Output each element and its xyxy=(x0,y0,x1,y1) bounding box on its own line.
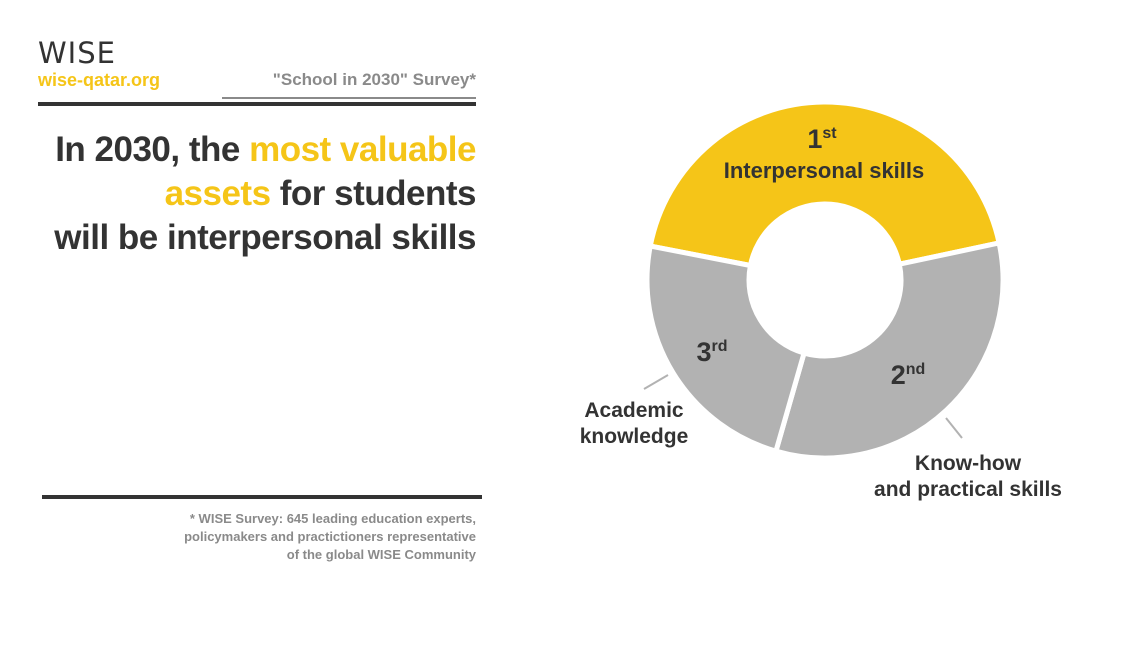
slice-2-leader-line xyxy=(945,417,963,439)
headline: In 2030, the most valuable assets for st… xyxy=(30,128,476,260)
footnote-line-2: policymakers and practictioners represen… xyxy=(184,529,476,544)
slice-3-leader-line xyxy=(643,374,669,390)
headline-highlight-1: most valuable xyxy=(249,130,476,169)
headline-line-2: assets for students xyxy=(164,174,477,213)
headline-line-1: In 2030, the most valuable xyxy=(55,130,476,169)
slice-3-label-line-1: Academic xyxy=(584,399,684,422)
slice-1-label-line-1: Interpersonal skills xyxy=(724,158,925,183)
slice-1 xyxy=(647,99,1003,269)
slice-1-rank: 1st xyxy=(807,124,837,154)
slice-2-rank: 2nd xyxy=(891,360,926,390)
slice-2 xyxy=(772,240,1006,461)
footnote-divider xyxy=(42,495,482,499)
headline-line-3: will be interpersonal skills xyxy=(54,218,476,257)
top-divider xyxy=(222,97,476,99)
brand: WISE wise-qatar.org xyxy=(38,38,160,91)
slice-3-rank: 3rd xyxy=(696,337,727,367)
slice-2-label-line-1: Know-how xyxy=(915,452,1022,475)
slice-3 xyxy=(644,243,808,455)
donut-labels: 1st Interpersonal skills 2nd Know-how and pr… xyxy=(580,124,1062,501)
footnote: * WISE Survey: 645 leading education exp… xyxy=(120,510,476,564)
slice-3-label-line-2: knowledge xyxy=(580,425,689,448)
slice-2-label-line-2: and practical skills xyxy=(874,478,1062,501)
survey-title: "School in 2030" Survey* xyxy=(272,70,476,89)
website-link[interactable]: wise-qatar.org xyxy=(38,70,161,90)
footnote-line-3: of the global WISE Community xyxy=(286,547,476,562)
donut-slices xyxy=(644,99,1006,461)
wise-logo: WISE xyxy=(38,36,116,70)
headline-divider xyxy=(38,102,476,106)
footnote-line-1: * WISE Survey: 645 leading education exp… xyxy=(189,511,476,526)
headline-highlight-2: assets xyxy=(164,174,271,213)
